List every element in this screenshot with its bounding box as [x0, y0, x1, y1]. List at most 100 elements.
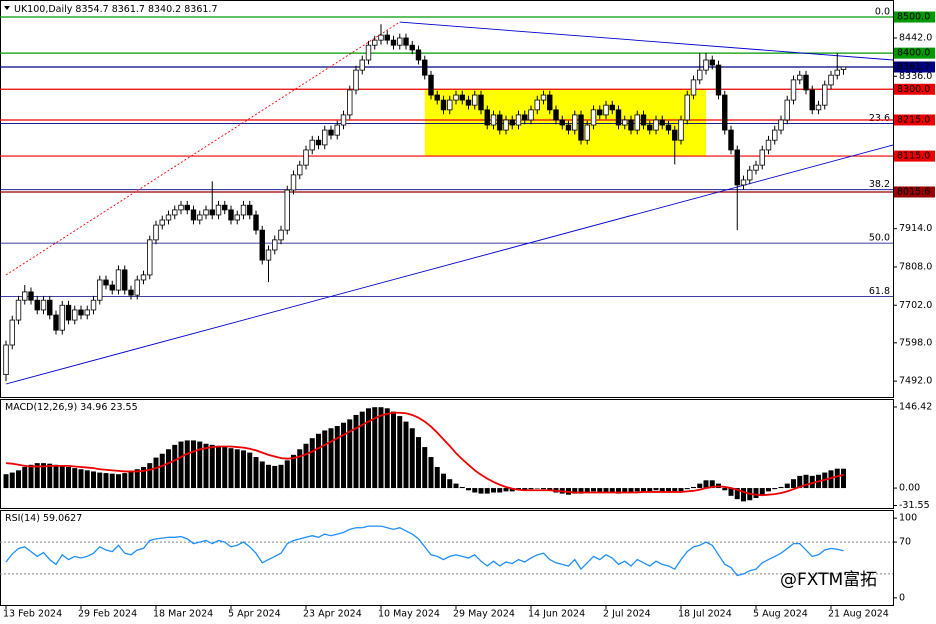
macd-bar [441, 473, 446, 489]
candle-body [9, 319, 15, 346]
macd-bar [603, 488, 609, 493]
macd-bar [347, 419, 353, 489]
candle-body [484, 109, 490, 126]
macd-bar [422, 447, 428, 489]
macd-bar [203, 443, 209, 489]
candle-body [378, 34, 384, 41]
macd-bar [322, 430, 328, 489]
macd-bar [284, 460, 290, 489]
macd-bar [828, 470, 834, 489]
rsi-panel [0, 510, 894, 606]
macd-bar [728, 488, 734, 496]
macd-bar [209, 444, 215, 489]
macd-bar [134, 469, 140, 489]
candle-body [822, 84, 828, 106]
candle-body [84, 309, 90, 316]
macd-panel [0, 399, 894, 509]
macd-bar [159, 453, 165, 489]
macd-bar [628, 488, 634, 493]
macd-bar [578, 488, 584, 494]
macd-bar [703, 480, 709, 489]
macd-bar [216, 445, 221, 489]
candle-body [640, 114, 647, 126]
candle-body [759, 149, 765, 166]
level-label-box [894, 83, 935, 95]
x-tick-label: 13 Feb 2024 [3, 609, 62, 620]
candle-body [615, 109, 622, 126]
level-label: 8115.0 [897, 151, 930, 162]
candle-body [665, 124, 672, 131]
y-tick-label: 7598.0 [899, 337, 932, 348]
candle-body [428, 74, 434, 96]
candle-body [209, 209, 215, 216]
candle-body [553, 109, 559, 121]
macd-bar [591, 488, 596, 492]
macd-bar [684, 488, 690, 490]
x-tick-label: 5 Apr 2024 [228, 609, 281, 620]
macd-bar [647, 488, 653, 492]
candle-body [222, 204, 228, 211]
candle-body [28, 291, 34, 301]
candle-body [365, 44, 372, 61]
candle-body [697, 69, 703, 81]
zone [424, 89, 706, 157]
macd-bar [341, 422, 346, 489]
candle-body [403, 37, 409, 46]
candle-body [465, 99, 472, 106]
macd-bar [572, 488, 578, 494]
candle-body [490, 114, 497, 126]
macd-bar [497, 488, 503, 493]
macd-bar [741, 488, 746, 502]
macd-bar [472, 488, 478, 493]
candle-body [734, 149, 740, 186]
macd-bar [59, 465, 65, 489]
candle-body [578, 114, 584, 141]
candle-body [234, 214, 240, 221]
menu-arrow [4, 6, 10, 10]
candle-body [203, 209, 209, 216]
candle-body [90, 299, 97, 311]
candle-body [722, 94, 728, 131]
x-tick-label: 29 Feb 2024 [78, 609, 137, 620]
candle-body [40, 299, 47, 311]
candle-body [115, 269, 122, 291]
macd-bar [634, 488, 640, 492]
macd-bar [803, 474, 809, 489]
macd-bar [447, 479, 453, 489]
level-label: 8400.0 [897, 48, 930, 59]
fib-label: 0.0 [875, 7, 890, 18]
candle-body [353, 69, 359, 91]
candle-body [153, 224, 159, 241]
macd-bar [241, 450, 246, 489]
candle-body [728, 129, 734, 151]
candle-body [340, 114, 347, 126]
candle-body [97, 279, 103, 301]
level-label-box [894, 150, 935, 162]
candle-body [265, 249, 272, 261]
macd-bar [541, 488, 546, 490]
macd-bar [91, 471, 96, 489]
macd-bar [353, 414, 359, 489]
y-tick-label: -31.55 [899, 500, 930, 511]
candle-body [15, 299, 22, 321]
macd-bar [659, 488, 665, 492]
candle-body [790, 79, 797, 101]
signal-line [5, 411, 844, 497]
macd-bar [359, 411, 365, 489]
macd-bar [128, 471, 134, 489]
macd-bar [584, 488, 590, 493]
macd-bar [722, 488, 728, 491]
y-tick-label: 100 [899, 513, 917, 524]
y-tick-label: 7914.0 [899, 223, 932, 234]
candle-body [678, 119, 684, 141]
candle-body [434, 94, 440, 101]
macd-bar [791, 479, 796, 489]
macd-bar [697, 483, 703, 489]
candle-body [765, 139, 772, 151]
macd-bar [122, 473, 128, 489]
candle-body [840, 66, 847, 70]
candle-body [22, 291, 28, 301]
candle-body [447, 99, 453, 111]
macd-bar [153, 457, 159, 489]
macd-bar [147, 463, 153, 489]
